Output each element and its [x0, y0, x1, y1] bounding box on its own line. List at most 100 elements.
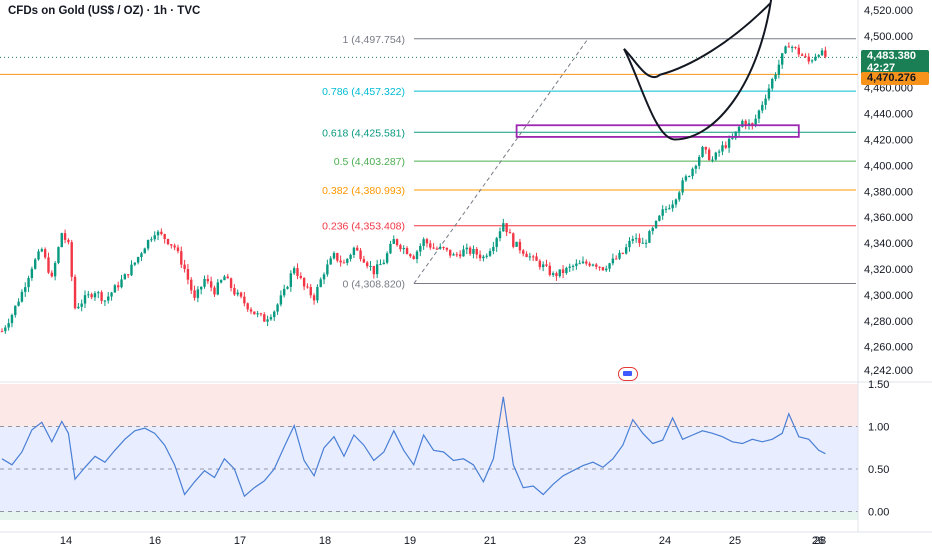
- candle-body: [711, 159, 714, 161]
- candle-body: [356, 247, 359, 251]
- candle-body: [17, 301, 20, 306]
- candle-body: [535, 256, 538, 261]
- candle-body: [100, 292, 103, 301]
- candle-body: [522, 250, 525, 254]
- candle-body: [190, 279, 193, 291]
- candle-body: [714, 152, 717, 160]
- candle-body: [362, 259, 366, 263]
- candle-body: [319, 279, 322, 287]
- candle-body: [767, 88, 771, 99]
- candle-body: [37, 251, 40, 260]
- candle-body: [103, 300, 107, 302]
- candle-body: [346, 258, 349, 263]
- candle-body: [598, 266, 601, 268]
- candle-body: [236, 292, 239, 295]
- candle-body: [751, 123, 754, 126]
- candle-body: [664, 208, 668, 210]
- candle-body: [541, 264, 545, 268]
- candle-body: [77, 306, 80, 309]
- candle-body: [339, 260, 342, 263]
- candle-body: [266, 319, 269, 322]
- candle-body: [302, 277, 306, 287]
- candle-body: [502, 223, 505, 232]
- candle-body: [674, 199, 678, 205]
- candle-body: [14, 305, 17, 316]
- candle-body: [482, 256, 485, 259]
- candle-body: [312, 295, 316, 301]
- candle-body: [538, 260, 542, 268]
- candle-body: [727, 138, 731, 148]
- candle-body: [193, 290, 196, 298]
- candle-body: [492, 246, 495, 252]
- candle-body: [731, 138, 734, 140]
- candle-body: [243, 296, 246, 304]
- candle-body: [555, 273, 558, 277]
- candle-body: [63, 233, 67, 240]
- candle-body: [717, 151, 721, 153]
- candle-body: [183, 264, 186, 270]
- candle-body: [757, 110, 761, 119]
- candle-body: [259, 313, 263, 315]
- candle-body: [668, 208, 671, 210]
- candle-body: [256, 313, 259, 315]
- economic-event-icon[interactable]: [618, 367, 638, 381]
- candle-body: [581, 261, 585, 264]
- candle-body: [332, 253, 336, 259]
- price-axis-tick-label: 4,280.000: [864, 316, 913, 328]
- candle-body: [472, 249, 475, 254]
- candle-body: [379, 264, 382, 266]
- candle-body: [804, 55, 807, 57]
- candle-body: [545, 264, 548, 266]
- candle-body: [60, 233, 63, 248]
- candle-body: [578, 263, 581, 265]
- candle-body: [186, 269, 190, 280]
- candle-body: [568, 266, 571, 268]
- candle-body: [130, 264, 133, 276]
- candle-body: [203, 278, 206, 287]
- candle-body: [27, 277, 30, 288]
- candle-body: [797, 47, 800, 55]
- bar-countdown: 42:27: [867, 62, 896, 74]
- candle-body: [458, 254, 462, 257]
- rsi-line: [1, 396, 826, 498]
- candle-body: [439, 246, 442, 249]
- candle-body: [336, 253, 339, 261]
- candle-body: [462, 249, 465, 257]
- candle-body: [200, 286, 203, 290]
- candle-body: [329, 258, 332, 265]
- time-axis-tick-label: 18: [319, 535, 331, 547]
- candle-body: [452, 254, 455, 256]
- fib-level-label: 0.618 (4,425.581): [322, 127, 405, 139]
- candle-body: [156, 231, 160, 236]
- candle-body: [800, 54, 804, 56]
- candle-body: [120, 279, 123, 288]
- candle-body: [402, 248, 405, 250]
- candle-body: [678, 192, 681, 200]
- time-axis-tick-label: 26: [812, 535, 824, 547]
- price-axis-tick-label: 4,500.000: [864, 31, 913, 43]
- candle-body: [163, 234, 166, 240]
- candle-body: [498, 231, 502, 239]
- candle-body: [615, 258, 618, 260]
- candle-body: [771, 78, 774, 89]
- candle-body: [322, 274, 326, 280]
- price-axis-tick-label: 4,420.000: [864, 134, 913, 146]
- candle-body: [306, 286, 309, 288]
- candle-body: [279, 295, 283, 305]
- candle-body: [631, 239, 634, 241]
- candle-body: [107, 296, 110, 301]
- candle-body: [478, 254, 482, 259]
- candle-body: [50, 272, 53, 277]
- candle-body: [807, 56, 810, 62]
- candle-body: [153, 235, 156, 240]
- candle-body: [561, 269, 565, 274]
- candle-body: [419, 245, 422, 252]
- fib-level-label: 0.5 (4,403.287): [334, 156, 405, 168]
- demand-zone-rectangle[interactable]: [515, 124, 800, 138]
- rsi-overbought-zone: [0, 384, 858, 427]
- candle-body: [395, 239, 399, 246]
- candle-body: [532, 256, 535, 258]
- candle-body: [515, 241, 518, 247]
- candle-body: [681, 180, 684, 193]
